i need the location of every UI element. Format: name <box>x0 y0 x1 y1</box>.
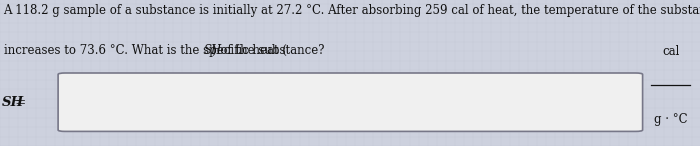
Text: SH: SH <box>204 44 223 57</box>
Text: increases to 73.6 °C. What is the specific heat (: increases to 73.6 °C. What is the specif… <box>4 44 286 57</box>
Text: cal: cal <box>662 45 679 58</box>
Text: A 118.2 g sample of a substance is initially at 27.2 °C. After absorbing 259 cal: A 118.2 g sample of a substance is initi… <box>4 4 700 17</box>
Text: ) of the substance?: ) of the substance? <box>212 44 325 57</box>
Text: SH: SH <box>1 96 24 109</box>
Text: g · °C: g · °C <box>654 113 687 126</box>
FancyBboxPatch shape <box>58 73 643 131</box>
Text: =: = <box>11 96 27 109</box>
